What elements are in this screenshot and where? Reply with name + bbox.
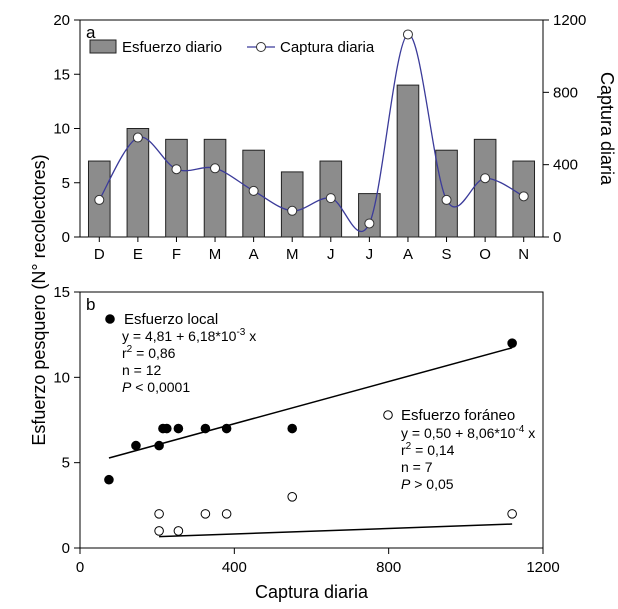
point-esfuerzo-foraneo [221, 509, 232, 519]
point-captura-diaria [364, 218, 375, 229]
point-captura-diaria [325, 193, 336, 204]
bar-esfuerzo-diario [280, 171, 304, 238]
x-tick-label: F [172, 246, 181, 263]
legend-label-esfuerzo-foraneo: Esfuerzo foráneo [401, 407, 515, 424]
bar-esfuerzo-diario [358, 193, 381, 238]
panel-b-letter: b [86, 295, 95, 314]
left-y-tick-label: 0 [62, 229, 70, 246]
fit-line-esfuerzo-local [108, 347, 513, 459]
panel-a-letter: a [86, 23, 96, 42]
point-captura-diaria [210, 163, 221, 174]
point-esfuerzo-local [162, 423, 172, 434]
x-tick-label: A [403, 246, 413, 263]
stats-line-esfuerzo-foraneo: P > 0,05 [401, 476, 454, 492]
right-y-tick-label: 0 [553, 229, 561, 246]
fit-line-esfuerzo-foraneo [159, 523, 513, 538]
point-esfuerzo-local [104, 474, 114, 485]
point-esfuerzo-local [200, 423, 211, 434]
legend-marker-esfuerzo-foraneo [383, 410, 393, 420]
point-esfuerzo-foraneo [173, 526, 184, 536]
point-esfuerzo-local [131, 440, 141, 451]
bar-esfuerzo-diario [435, 149, 458, 238]
legend-label-captura-diaria: Captura diaria [280, 39, 375, 56]
x-tick-label: S [442, 246, 452, 263]
x-tick-label: J [327, 246, 335, 263]
left-y-tick-label: 10 [53, 121, 70, 138]
point-esfuerzo-foraneo [287, 492, 298, 502]
stats-line-esfuerzo-local: y = 4,81 + 6,18*10-3 x [122, 327, 256, 344]
legend-bar-swatch [89, 39, 117, 54]
right-y-tick-label: 1200 [553, 12, 586, 29]
line-captura-diaria [98, 33, 525, 233]
point-esfuerzo-foraneo [507, 509, 517, 519]
x-axis-title: Captura diaria [255, 582, 369, 602]
point-esfuerzo-foraneo [200, 509, 211, 519]
point-captura-diaria [402, 29, 413, 40]
x-tick-label: 0 [76, 559, 84, 576]
left-y-tick-label: 20 [53, 12, 70, 29]
x-tick-label: E [133, 246, 143, 263]
point-esfuerzo-foraneo [154, 509, 164, 519]
point-captura-diaria [171, 164, 182, 175]
x-tick-label: M [209, 246, 222, 263]
legend-line-marker [256, 42, 266, 52]
panel-a: 0 5 10 15 20 0 400 800 1200 D E F M A M J J A S O Na Esfuerzo… [53, 12, 617, 263]
point-esfuerzo-local [173, 423, 184, 434]
stats-line-esfuerzo-foraneo: r2 = 0,14 [401, 441, 455, 458]
stats-line-esfuerzo-foraneo: n = 7 [401, 459, 433, 475]
point-esfuerzo-local [287, 423, 298, 434]
legend-label-esfuerzo-local: Esfuerzo local [124, 311, 218, 328]
stats-line-esfuerzo-local: n = 12 [122, 362, 162, 378]
left-y-tick-label: 15 [53, 66, 70, 83]
y-tick-label: 15 [53, 284, 70, 301]
point-esfuerzo-local [154, 440, 164, 451]
right-y-axis-title: Captura diaria [597, 72, 617, 186]
point-esfuerzo-local [507, 338, 517, 349]
point-captura-diaria [132, 132, 143, 143]
x-tick-label: 800 [376, 559, 401, 576]
x-tick-label: N [518, 246, 529, 263]
x-tick-label: J [366, 246, 374, 263]
right-y-tick-label: 400 [553, 157, 578, 174]
x-tick-label: 1200 [526, 559, 559, 576]
stats-line-esfuerzo-local: P < 0,0001 [122, 379, 190, 395]
point-captura-diaria [287, 205, 298, 216]
bar-esfuerzo-diario [165, 138, 188, 238]
right-y-tick-label: 800 [553, 84, 578, 101]
y-tick-label: 0 [62, 540, 70, 557]
x-tick-label: O [479, 246, 491, 263]
stats-line-esfuerzo-local: r2 = 0,86 [122, 344, 176, 361]
stats-line-esfuerzo-foraneo: y = 0,50 + 8,06*10-4 x [401, 424, 535, 441]
y-tick-label: 10 [53, 369, 70, 386]
point-captura-diaria [441, 194, 452, 205]
legend-label-esfuerzo-diario: Esfuerzo diario [122, 39, 222, 56]
x-tick-label: D [94, 246, 105, 263]
left-y-tick-label: 5 [62, 175, 70, 192]
point-esfuerzo-foraneo [154, 526, 164, 536]
shared-y-axis-title: Esfuerzo pesquero (N° recolectores) [29, 154, 49, 445]
x-tick-label: M [286, 246, 299, 263]
point-captura-diaria [94, 194, 105, 205]
point-esfuerzo-local [221, 423, 232, 434]
point-captura-diaria [480, 173, 491, 184]
x-tick-label: A [249, 246, 259, 263]
x-tick-label: 400 [222, 559, 247, 576]
panel-b-frame [79, 291, 544, 549]
bar-esfuerzo-diario [473, 138, 497, 238]
legend-marker-esfuerzo-local [105, 314, 115, 324]
bar-esfuerzo-diario [203, 138, 227, 238]
point-captura-diaria [248, 185, 259, 196]
y-tick-label: 5 [62, 455, 70, 472]
bar-esfuerzo-diario [396, 84, 420, 238]
point-captura-diaria [518, 191, 529, 202]
